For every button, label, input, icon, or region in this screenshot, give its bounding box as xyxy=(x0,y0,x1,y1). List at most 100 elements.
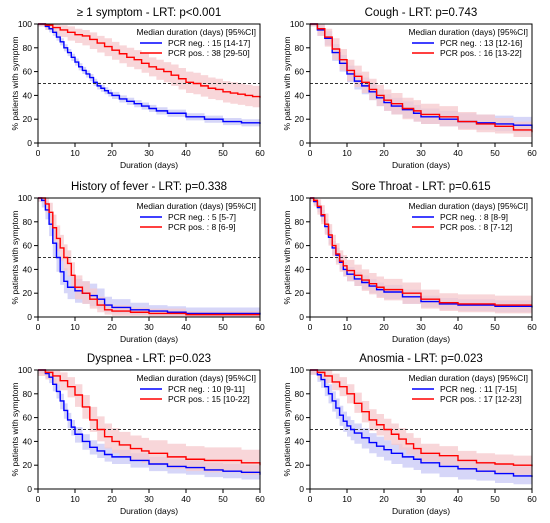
legend-title: Median duration (days) [95%CI] xyxy=(408,201,528,211)
legend-title: Median duration (days) [95%CI] xyxy=(408,27,528,37)
y-tick-label: 20 xyxy=(23,460,33,470)
y-tick-label: 100 xyxy=(18,193,32,203)
x-tick-label: 50 xyxy=(218,494,228,504)
y-tick-label: 60 xyxy=(23,241,33,251)
x-tick-label: 40 xyxy=(453,322,463,332)
legend-entry-pcr-pos: PCR pos. : 16 [13-22] xyxy=(440,48,522,58)
legend-title: Median duration (days) [95%CI] xyxy=(136,373,256,383)
survival-curve-pcr-neg xyxy=(38,369,261,475)
x-tick-label: 0 xyxy=(308,494,313,504)
x-tick-label: 40 xyxy=(181,148,191,158)
x-tick-label: 50 xyxy=(218,322,228,332)
x-tick-label: 20 xyxy=(379,494,389,504)
y-tick-label: 100 xyxy=(290,365,304,375)
y-tick-label: 100 xyxy=(18,19,32,29)
y-tick-label: 80 xyxy=(23,217,33,227)
x-tick-label: 50 xyxy=(490,148,500,158)
y-tick-label: 40 xyxy=(295,436,305,446)
confidence-band-pcr-neg xyxy=(38,198,260,317)
y-axis-label: % patients with symptom xyxy=(282,36,292,130)
y-tick-label: 60 xyxy=(295,241,305,251)
y-axis-label: % patients with symptom xyxy=(282,210,292,304)
y-tick-label: 20 xyxy=(23,288,33,298)
y-tick-label: 80 xyxy=(295,389,305,399)
x-tick-label: 0 xyxy=(308,322,313,332)
x-tick-label: 10 xyxy=(342,322,352,332)
legend-entry-pcr-neg: PCR neg. : 11 [7-15] xyxy=(440,384,517,394)
survival-curve-pcr-pos xyxy=(38,197,260,316)
y-tick-label: 80 xyxy=(295,217,305,227)
y-tick-label: 0 xyxy=(299,138,304,148)
survival-curve-pcr-pos xyxy=(310,23,533,133)
y-tick-label: 40 xyxy=(23,436,33,446)
chart-panel-3: 0 10 20 30 40 50 60 0 20 40 60 80 100 History of feve… xyxy=(10,181,265,344)
survival-curve-pcr-neg xyxy=(38,23,261,124)
chart-panel-6: 0 10 20 30 40 50 60 0 20 40 60 80 100 Anosmia - LRT: … xyxy=(282,353,537,516)
x-tick-label: 0 xyxy=(36,494,41,504)
y-tick-label: 0 xyxy=(27,484,32,494)
x-tick-label: 30 xyxy=(416,322,426,332)
panel-title: Dyspnea - LRT: p=0.023 xyxy=(87,353,211,365)
confidence-band-pcr-pos xyxy=(38,370,260,478)
y-tick-label: 60 xyxy=(295,413,305,423)
x-tick-label: 40 xyxy=(181,494,191,504)
x-tick-label: 0 xyxy=(36,322,41,332)
x-axis-label: Duration (days) xyxy=(120,506,178,516)
x-tick-label: 20 xyxy=(379,148,389,158)
y-axis-label: % patients with symptom xyxy=(10,382,20,476)
x-tick-label: 50 xyxy=(490,322,500,332)
x-tick-label: 40 xyxy=(181,322,191,332)
legend-entry-pcr-neg: PCR neg. : 10 [9-11] xyxy=(168,384,245,394)
y-tick-label: 20 xyxy=(295,460,305,470)
x-tick-label: 60 xyxy=(255,322,265,332)
x-axis-label: Duration (days) xyxy=(392,160,450,170)
x-tick-label: 10 xyxy=(70,148,80,158)
y-tick-label: 100 xyxy=(290,193,304,203)
y-tick-label: 60 xyxy=(23,413,33,423)
x-tick-label: 40 xyxy=(453,494,463,504)
x-tick-label: 20 xyxy=(107,494,117,504)
panel-title: Anosmia - LRT: p=0.023 xyxy=(359,353,483,365)
legend-entry-pcr-pos: PCR pos. : 38 [29-50] xyxy=(168,48,250,58)
panel-title: ≥ 1 symptom - LRT: p<0.001 xyxy=(77,7,222,19)
y-tick-label: 0 xyxy=(27,312,32,322)
x-tick-label: 30 xyxy=(144,322,154,332)
y-tick-label: 40 xyxy=(295,90,305,100)
x-tick-label: 20 xyxy=(379,322,389,332)
y-tick-label: 0 xyxy=(299,484,304,494)
y-tick-label: 0 xyxy=(27,138,32,148)
y-tick-label: 0 xyxy=(299,312,304,322)
panel-title: Cough - LRT: p=0.743 xyxy=(365,7,478,19)
x-tick-label: 10 xyxy=(70,494,80,504)
x-tick-label: 0 xyxy=(36,148,41,158)
x-tick-label: 60 xyxy=(527,494,537,504)
x-tick-label: 60 xyxy=(527,322,537,332)
survival-curve-pcr-pos xyxy=(38,23,261,98)
chart-panel-4: 0 10 20 30 40 50 60 0 20 40 60 80 100 Sore Throat - L… xyxy=(282,181,537,344)
x-axis-label: Duration (days) xyxy=(392,506,450,516)
x-tick-label: 0 xyxy=(308,148,313,158)
panel-title: History of fever - LRT: p=0.338 xyxy=(71,181,227,193)
legend-entry-pcr-pos: PCR pos. : 15 [10-22] xyxy=(168,394,250,404)
legend-entry-pcr-neg: PCR neg. : 15 [14-17] xyxy=(168,38,250,48)
y-tick-label: 40 xyxy=(23,90,33,100)
y-tick-label: 100 xyxy=(290,19,304,29)
y-tick-label: 80 xyxy=(295,43,305,53)
x-tick-label: 20 xyxy=(107,322,117,332)
legend-entry-pcr-pos: PCR pos. : 8 [7-12] xyxy=(440,222,512,232)
x-tick-label: 40 xyxy=(453,148,463,158)
y-tick-label: 40 xyxy=(23,264,33,274)
confidence-band-pcr-pos xyxy=(310,198,532,314)
chart-panel-2: 0 10 20 30 40 50 60 0 20 40 60 80 100 Cough - LRT: p=… xyxy=(282,7,537,170)
confidence-band-pcr-neg xyxy=(38,370,260,482)
y-axis-label: % patients with symptom xyxy=(10,36,20,130)
y-tick-label: 40 xyxy=(295,264,305,274)
y-tick-label: 60 xyxy=(295,67,305,77)
survival-curve-pcr-pos xyxy=(38,369,261,466)
legend-title: Median duration (days) [95%CI] xyxy=(408,373,528,383)
legend-entry-pcr-neg: PCR neg. : 13 [12-16] xyxy=(440,38,522,48)
x-tick-label: 30 xyxy=(416,494,426,504)
y-tick-label: 80 xyxy=(23,389,33,399)
y-tick-label: 20 xyxy=(295,114,305,124)
